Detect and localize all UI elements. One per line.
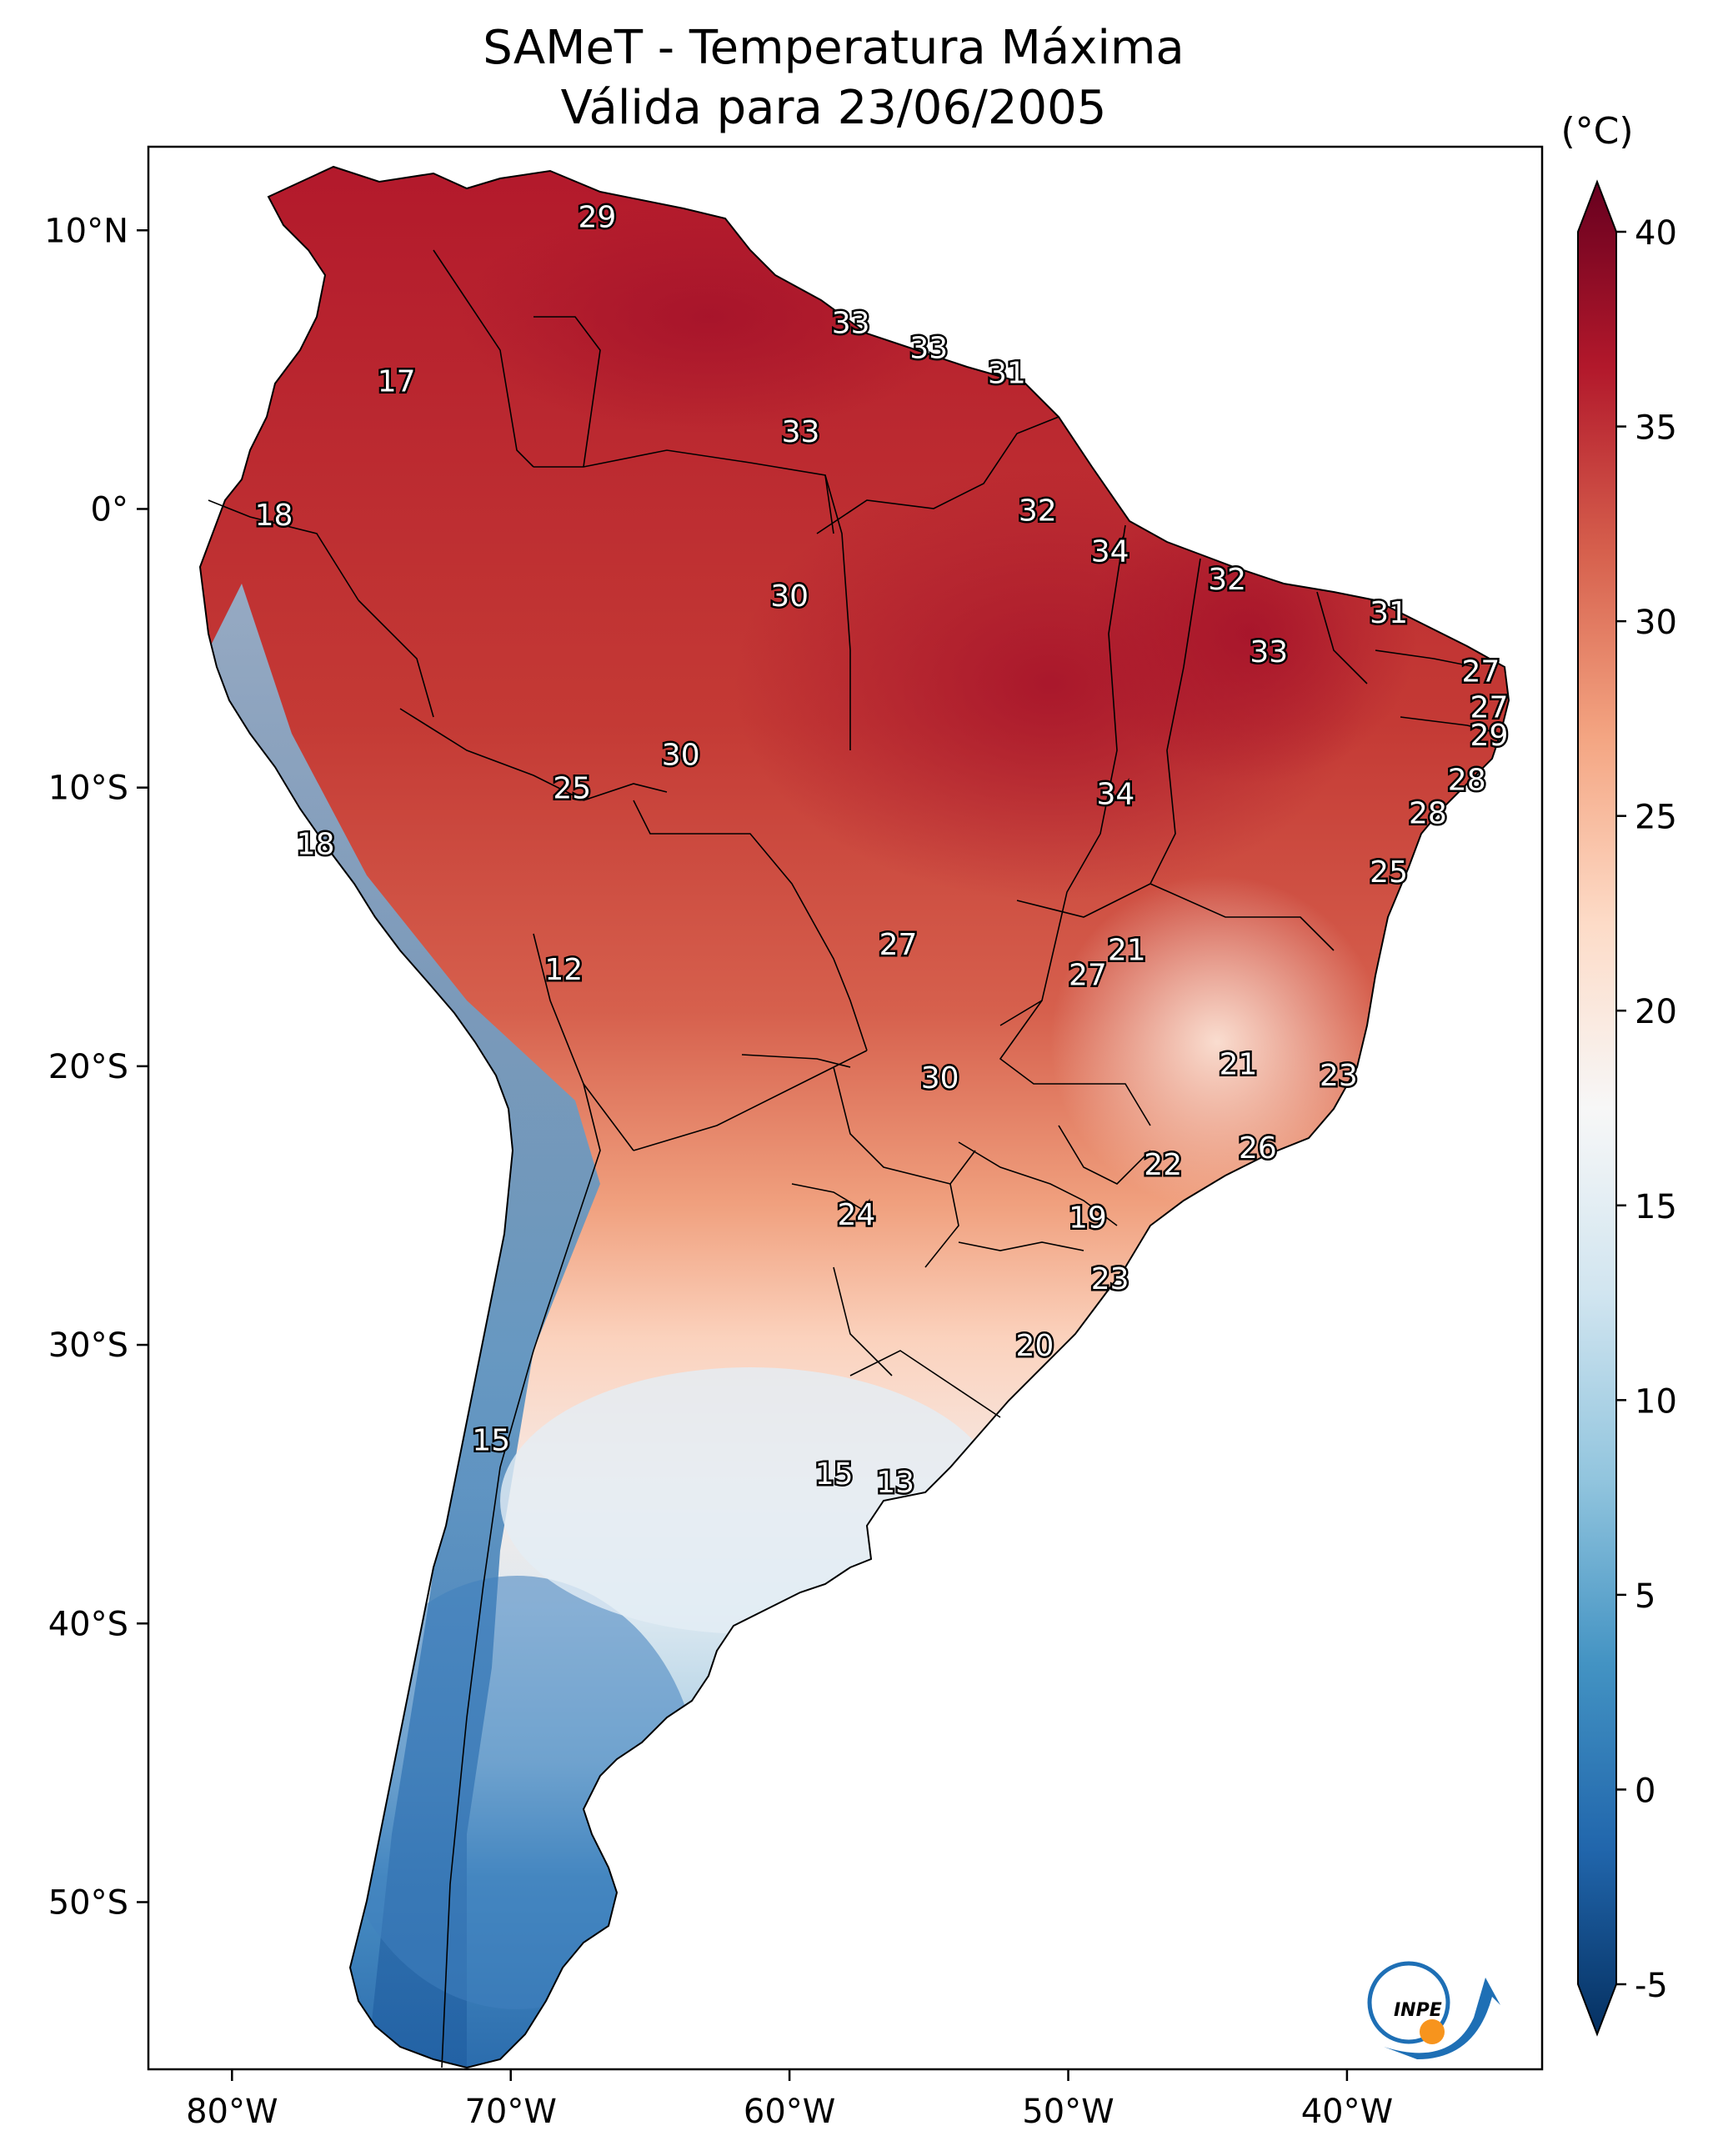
colorbar-tick-label: 25 <box>1635 799 1677 837</box>
inpe-logo-text: INPE <box>1394 2000 1442 2021</box>
latitude-axis: 10°N 0° 10°S 20°S 30°S 40°S 50°S <box>44 212 148 1922</box>
station-temp-label: 23 <box>1091 1262 1129 1296</box>
station-temp-label: 21 <box>1220 1048 1258 1082</box>
country-borders <box>208 249 1501 2068</box>
station-temp-label: 19 <box>1069 1201 1107 1235</box>
map-frame <box>147 145 1544 2071</box>
station-temp-label: 33 <box>832 307 870 341</box>
station-temp-label: 30 <box>921 1061 959 1096</box>
lat-tick-label: 30°S <box>48 1326 128 1365</box>
colorbar-tick-label: 20 <box>1635 993 1677 1031</box>
mild-southeast <box>1050 875 1384 1209</box>
map-title-line1: SAMeT - Temperatura Máxima <box>483 21 1185 75</box>
lat-tick-label: 10°N <box>44 212 128 250</box>
station-temp-label: 20 <box>1015 1329 1054 1363</box>
station-temp-label: 34 <box>1091 535 1129 569</box>
lat-tick-label: 20°S <box>48 1048 128 1086</box>
lon-tick-label: 50°W <box>1022 2093 1114 2131</box>
inpe-logo-swoosh <box>1384 1978 1500 2059</box>
station-temp-label: 33 <box>909 332 948 366</box>
station-temp-label: 29 <box>578 201 616 235</box>
colorbar-tick-label: 30 <box>1635 604 1677 642</box>
station-temp-label: 31 <box>988 357 1026 391</box>
station-temp-label: 12 <box>544 953 583 987</box>
lat-tick-label: 50°S <box>48 1883 128 1922</box>
station-temp-label: 29 <box>1470 719 1509 753</box>
station-temp-label: 27 <box>1069 959 1107 993</box>
station-temp-label: 15 <box>815 1457 854 1492</box>
colorbar-tick-label: 35 <box>1635 409 1677 448</box>
inpe-logo: INPE <box>1367 1961 1500 2059</box>
station-temp-label: 25 <box>1370 855 1408 890</box>
station-temp-label: 17 <box>378 365 416 399</box>
station-temp-label: 18 <box>255 499 293 533</box>
station-temp-label: 21 <box>1108 934 1146 968</box>
lat-tick-label: 40°S <box>48 1605 128 1643</box>
station-temp-label: 25 <box>553 772 591 806</box>
map-title-line2: Válida para 23/06/2005 <box>561 81 1107 135</box>
station-temp-label: 28 <box>1448 764 1486 798</box>
station-temp-label: 15 <box>472 1424 510 1458</box>
inpe-logo-ring <box>1367 1961 1450 2044</box>
station-temp-label: 27 <box>1470 691 1509 725</box>
station-temp-label: 34 <box>1096 777 1134 811</box>
colorbar: (°C) 40 35 30 25 20 15 10 5 0 -5 <box>1560 110 1677 2037</box>
lon-tick-label: 80°W <box>186 2093 278 2131</box>
station-temp-label: 28 <box>1409 797 1447 831</box>
lat-tick-label: 0° <box>91 490 128 529</box>
station-temp-label: 32 <box>1208 563 1246 597</box>
station-temp-label: 26 <box>1239 1131 1277 1166</box>
colorbar-tick-label: 40 <box>1635 214 1677 253</box>
station-temp-label: 27 <box>1462 654 1500 689</box>
colorbar-tick-label: 5 <box>1635 1577 1655 1616</box>
station-temp-label: 24 <box>837 1198 875 1232</box>
station-temp-label: 23 <box>1320 1059 1358 1093</box>
station-temp-label: 33 <box>782 415 820 449</box>
station-temp-label: 31 <box>1370 596 1408 630</box>
longitude-axis: 80°W 70°W 60°W 50°W 40°W <box>186 2069 1393 2131</box>
station-temp-label: 30 <box>662 739 700 773</box>
station-temp-label: 22 <box>1144 1148 1182 1182</box>
lon-tick-label: 60°W <box>744 2093 835 2131</box>
station-temp-label: 30 <box>770 579 809 614</box>
colorbar-tick-label: 15 <box>1635 1188 1677 1226</box>
station-temp-label: 13 <box>876 1466 914 1500</box>
station-temp-label: 27 <box>879 928 918 962</box>
patagonia-cold <box>333 1576 700 2009</box>
station-temp-label: 33 <box>1250 635 1288 669</box>
lat-tick-label: 10°S <box>48 770 128 808</box>
colorbar-tick-label: 0 <box>1635 1772 1655 1810</box>
inpe-logo-dot <box>1420 2019 1445 2044</box>
colorbar-ticks: 40 35 30 25 20 15 10 5 0 -5 <box>1616 214 1677 2005</box>
lon-tick-label: 40°W <box>1301 2093 1393 2131</box>
colorbar-bar <box>1577 179 1617 2037</box>
colorbar-unit-label: (°C) <box>1560 110 1633 153</box>
colorbar-tick-label: 10 <box>1635 1382 1677 1421</box>
colorbar-tick-label: -5 <box>1635 1967 1668 2005</box>
lon-tick-label: 70°W <box>464 2093 556 2131</box>
station-temp-label: 18 <box>297 828 335 862</box>
station-temp-label: 32 <box>1019 494 1057 528</box>
